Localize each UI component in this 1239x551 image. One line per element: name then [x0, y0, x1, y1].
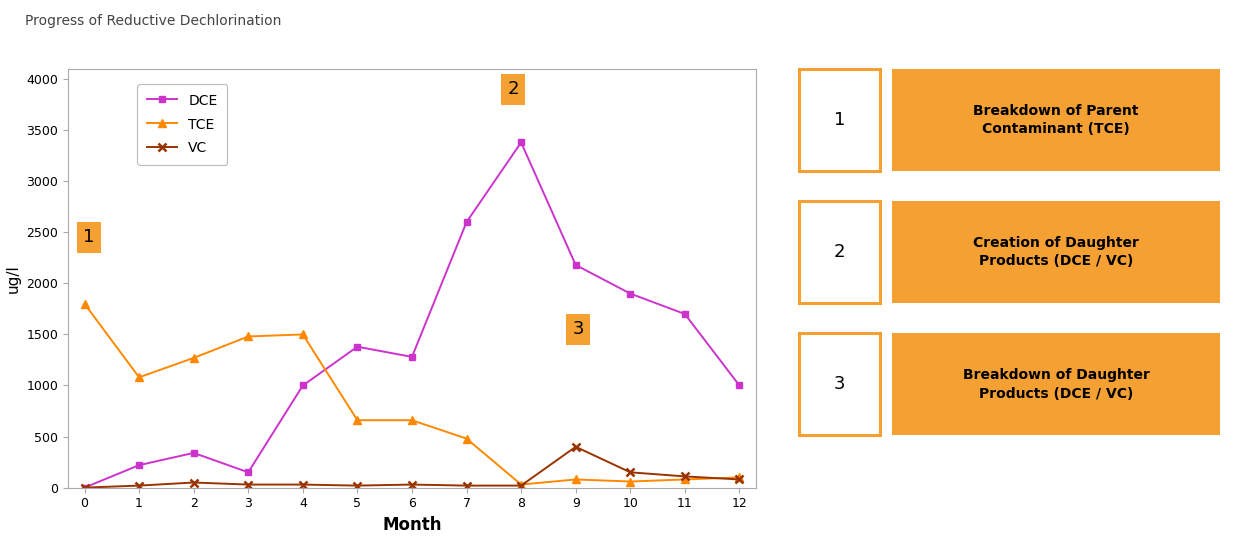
DCE	[186, 450, 201, 456]
TCE	[77, 300, 92, 307]
Text: Breakdown of Parent
Contaminant (TCE): Breakdown of Parent Contaminant (TCE)	[974, 104, 1139, 136]
TCE	[295, 331, 310, 338]
Text: 1: 1	[83, 229, 94, 246]
VC	[623, 469, 638, 476]
Text: 2: 2	[834, 243, 845, 261]
DCE	[514, 139, 529, 145]
VC	[131, 482, 146, 489]
VC	[349, 482, 364, 489]
Text: Progress of Reductive Dechlorination: Progress of Reductive Dechlorination	[25, 14, 281, 28]
Line: VC: VC	[81, 442, 743, 492]
TCE	[569, 476, 584, 483]
DCE	[460, 219, 475, 225]
Legend: DCE, TCE, VC: DCE, TCE, VC	[138, 84, 227, 165]
TCE	[460, 435, 475, 442]
TCE	[514, 481, 529, 488]
X-axis label: Month: Month	[382, 516, 442, 534]
VC	[569, 444, 584, 450]
Line: DCE: DCE	[81, 139, 743, 491]
Text: 3: 3	[572, 320, 584, 338]
Text: 2: 2	[507, 80, 519, 98]
DCE	[623, 290, 638, 297]
VC	[295, 481, 310, 488]
DCE	[131, 462, 146, 468]
VC	[514, 482, 529, 489]
DCE	[349, 343, 364, 350]
VC	[240, 481, 255, 488]
VC	[77, 484, 92, 491]
TCE	[404, 417, 419, 424]
VC	[678, 473, 693, 480]
Y-axis label: ug/l: ug/l	[6, 264, 21, 293]
DCE	[295, 382, 310, 389]
VC	[404, 481, 419, 488]
VC	[732, 476, 747, 483]
VC	[186, 479, 201, 486]
TCE	[186, 355, 201, 361]
TCE	[623, 478, 638, 485]
VC	[460, 482, 475, 489]
TCE	[240, 333, 255, 340]
Text: Breakdown of Daughter
Products (DCE / VC): Breakdown of Daughter Products (DCE / VC…	[963, 368, 1150, 401]
DCE	[77, 484, 92, 491]
DCE	[240, 469, 255, 476]
Text: Creation of Daughter
Products (DCE / VC): Creation of Daughter Products (DCE / VC)	[974, 236, 1139, 268]
DCE	[678, 311, 693, 317]
Text: 1: 1	[834, 111, 845, 129]
DCE	[732, 382, 747, 389]
TCE	[349, 417, 364, 424]
Text: 3: 3	[834, 375, 845, 393]
TCE	[131, 374, 146, 381]
TCE	[678, 476, 693, 483]
DCE	[404, 354, 419, 360]
DCE	[569, 262, 584, 268]
Line: TCE: TCE	[81, 300, 743, 489]
TCE	[732, 474, 747, 480]
